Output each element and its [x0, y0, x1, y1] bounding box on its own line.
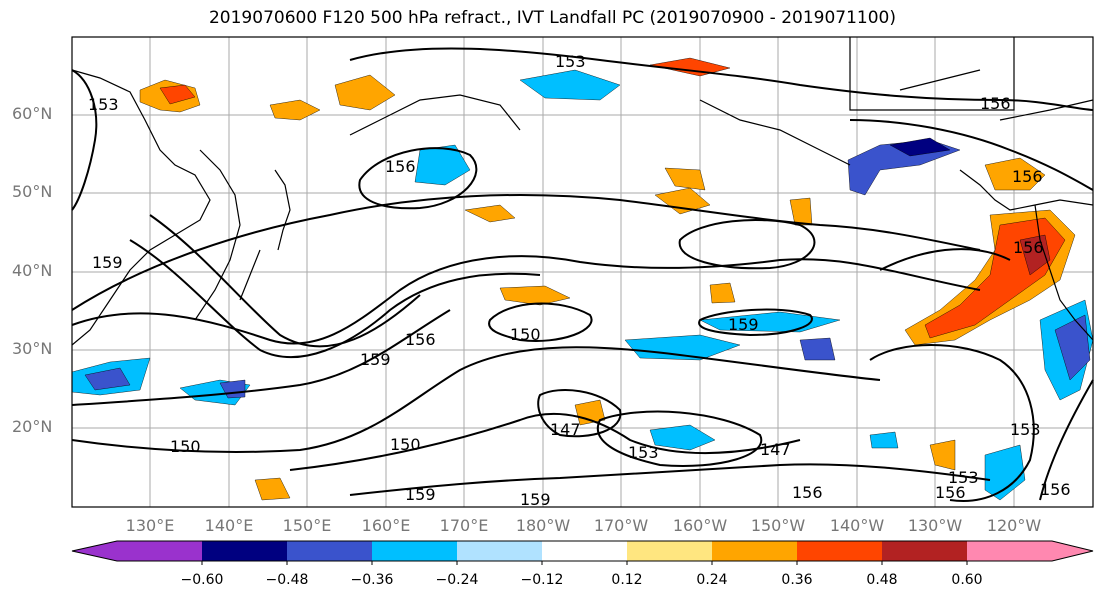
shade-patch [664, 167, 706, 191]
shade-patch [269, 99, 321, 121]
lon-label: 180°W [515, 516, 571, 535]
contour-label: 153 [1010, 420, 1041, 439]
colorbar-tick-label: 0.36 [781, 572, 813, 588]
shade-patch [414, 144, 471, 186]
lat-label: 40°N [12, 261, 53, 280]
colorbar-segment [712, 541, 797, 561]
shade-patch [519, 69, 621, 101]
colorbar-segment [202, 541, 287, 561]
shade-patch [709, 282, 736, 304]
colorbar-tick-label: −0.36 [350, 572, 394, 588]
shade-patch [847, 139, 961, 196]
shade-patch [1019, 234, 1051, 276]
colorbar-segment [372, 541, 457, 561]
lon-label: 130°W [907, 516, 963, 535]
colorbar-outline [71, 540, 1094, 562]
contour-label: 156 [405, 330, 436, 349]
contour-label: 153 [948, 468, 979, 487]
colorbar-tick-label: −0.12 [520, 572, 564, 588]
colorbar-segment [117, 541, 202, 561]
contour-label: 159 [520, 490, 551, 509]
colorbar [71, 540, 1094, 562]
colorbar-ticks [201, 561, 968, 565]
shade-patch [799, 337, 836, 361]
shade-patch [254, 477, 291, 501]
shade-patch [869, 431, 899, 449]
lon-label: 130°E [125, 516, 175, 535]
map-border [71, 36, 1094, 508]
shade-patch [649, 57, 731, 77]
colorbar-segment [287, 541, 372, 561]
lon-label: 140°E [204, 516, 254, 535]
colorbar-segment [797, 541, 882, 561]
colorbar-segment [882, 541, 967, 561]
gridlines [72, 37, 1093, 507]
colorbar-tick-label: −0.24 [435, 572, 479, 588]
shade-patch [624, 334, 741, 361]
shade-patch [649, 424, 716, 451]
lat-label: 50°N [12, 182, 53, 201]
lon-label: 150°W [750, 516, 806, 535]
contour-label: 153 [628, 443, 659, 462]
shade-patch [84, 367, 131, 391]
lon-label: 120°W [986, 516, 1042, 535]
shade-patch [889, 137, 951, 157]
colorbar-tick-label: 0.60 [951, 572, 983, 588]
lat-label: 60°N [12, 104, 53, 123]
colorbar-tick-label: −0.60 [180, 572, 224, 588]
shaded-anomalies [71, 57, 1094, 501]
lon-label: 160°W [672, 516, 728, 535]
chart-title: 2019070600 F120 500 hPa refract., IVT La… [208, 8, 896, 28]
shade-patch [929, 439, 956, 471]
contour-label: 156 [792, 483, 823, 502]
colorbar-segment [542, 541, 627, 561]
lon-label: 150°E [282, 516, 332, 535]
contour-label: 150 [170, 437, 201, 456]
colorbar-tick-label: −0.48 [265, 572, 309, 588]
colorbar-extend-low [72, 541, 117, 561]
colorbar-extend-high [1052, 541, 1093, 561]
shade-patch [464, 204, 516, 223]
contour-label: 150 [510, 325, 541, 344]
colorbar-segment [627, 541, 712, 561]
lat-label: 30°N [12, 339, 53, 358]
contour-label: 159 [405, 485, 436, 504]
contour-label-group: 153 156 156 156 156 159 159 159 159 159 … [88, 52, 1071, 509]
contour-label: 156 [1012, 167, 1043, 186]
contour-label: 156 [385, 157, 416, 176]
shade-patch [984, 444, 1026, 501]
coastlines [71, 37, 1094, 346]
contour-label: 159 [728, 315, 759, 334]
lat-label: 20°N [12, 417, 53, 436]
colorbar-segment [967, 541, 1052, 561]
colorbar-tick-label: 0.24 [696, 572, 728, 588]
contour-label: 156 [980, 94, 1011, 113]
shade-patch [984, 157, 1046, 191]
shade-patch [334, 74, 396, 111]
contour-label: 156 [1013, 238, 1044, 257]
lon-label: 170°W [593, 516, 649, 535]
shade-patch [499, 285, 571, 306]
colorbar-segment [457, 541, 542, 561]
contour-label: 159 [360, 350, 391, 369]
contour-label: 153 [88, 95, 119, 114]
contour-label: 150 [390, 435, 421, 454]
contour-label: 156 [935, 483, 966, 502]
colorbar-tick-label: 0.48 [866, 572, 898, 588]
contour-label: 159 [92, 253, 123, 272]
contour-label: 147 [760, 440, 791, 459]
contour-label: 156 [1040, 480, 1071, 499]
colorbar-tick-label: 0.12 [611, 572, 643, 588]
contour-lines [71, 47, 1094, 502]
lon-label: 140°W [829, 516, 885, 535]
contour-label: 153 [555, 52, 586, 71]
contour-label: 147 [550, 420, 581, 439]
shade-patch [159, 84, 196, 105]
lon-label: 160°E [361, 516, 411, 535]
lon-label: 170°E [439, 516, 489, 535]
